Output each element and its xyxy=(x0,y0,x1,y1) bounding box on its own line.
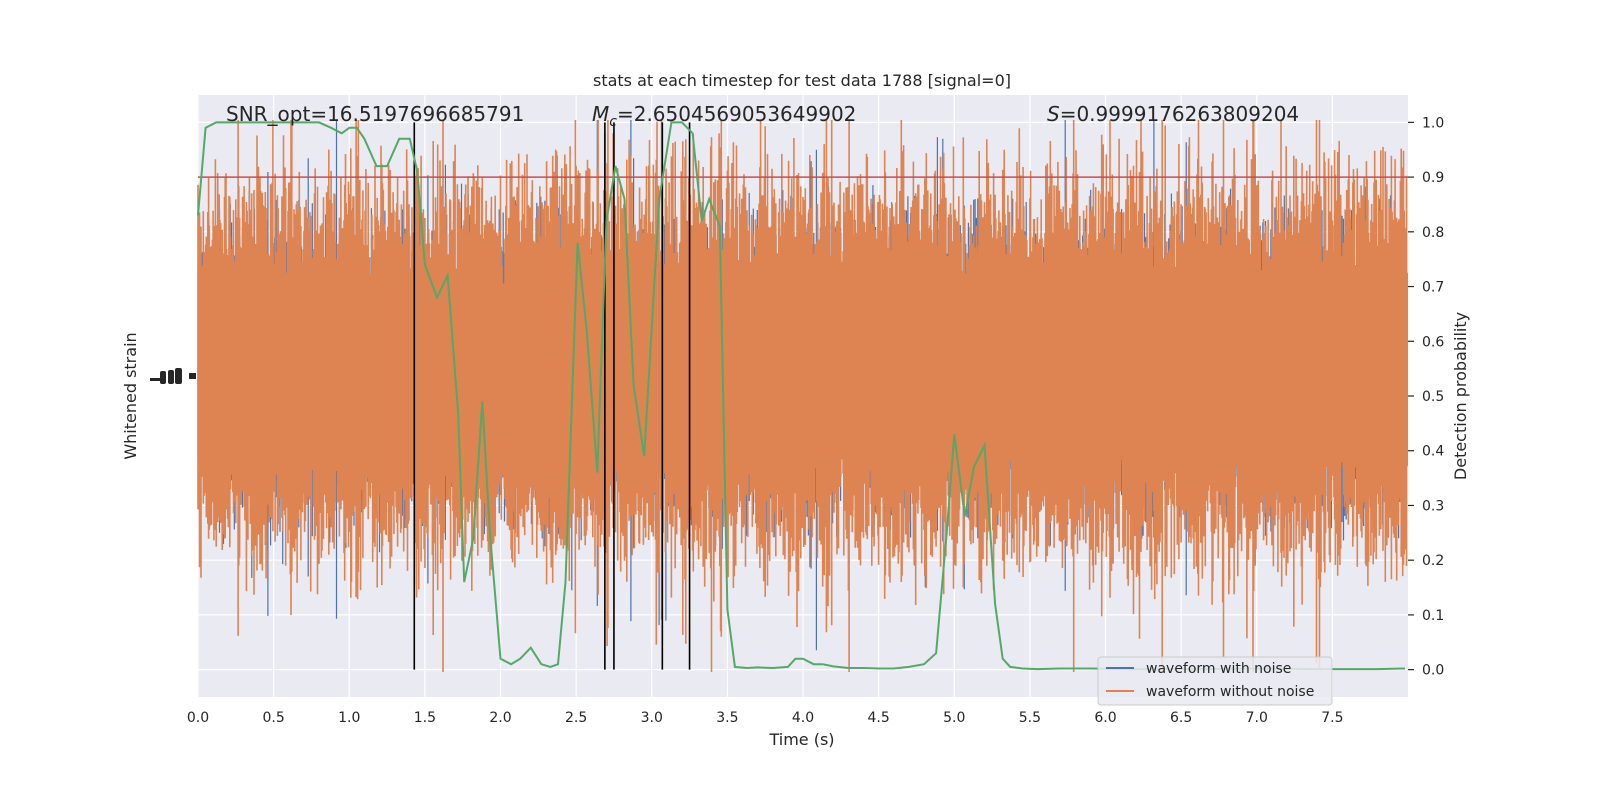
x-axis-label: Time (s) xyxy=(768,730,834,749)
y-tick-label-4: 0.4 xyxy=(1422,444,1444,460)
y-tick-label-9: 0.9 xyxy=(1422,170,1444,186)
chart-title: stats at each timestep for test data 178… xyxy=(593,71,1011,90)
x-tick-label-6: 3.0 xyxy=(641,710,663,726)
x-tick-label-0: 0.0 xyxy=(187,710,209,726)
y-tick-label-1: 0.1 xyxy=(1422,608,1444,624)
x-tick-label-8: 4.0 xyxy=(792,710,814,726)
legend-entry-without-noise: waveform without noise xyxy=(1146,684,1314,700)
y-tick-label-7: 0.7 xyxy=(1422,280,1444,296)
x-tick-label-3: 1.5 xyxy=(414,710,436,726)
strain-clean-core xyxy=(198,283,1408,459)
x-tick-label-9: 4.5 xyxy=(867,710,889,726)
annotation-chirp-mass: Mc=2.6504569053649902 xyxy=(592,102,856,130)
y-axis-right-ticks: 0.0 0.1 0.2 0.3 0.4 0.5 0.6 0.7 0.8 0.9 1.0 xyxy=(1408,115,1444,679)
x-tick-label-13: 6.5 xyxy=(1170,710,1192,726)
y-tick-label-0: 0.0 xyxy=(1422,663,1444,679)
detection-probability-line xyxy=(197,121,1406,671)
x-tick-label-14: 7.0 xyxy=(1246,710,1268,726)
x-tick-label-11: 5.5 xyxy=(1019,710,1041,726)
y-tick-label-3: 0.3 xyxy=(1422,498,1444,514)
y-axis-right-label: Detection probability xyxy=(1451,312,1470,480)
x-tick-label-15: 7.5 xyxy=(1321,710,1343,726)
strain-waveform-without-noise xyxy=(197,120,1408,672)
x-tick-label-5: 2.5 xyxy=(565,710,587,726)
x-tick-label-2: 1.0 xyxy=(338,710,360,726)
y-tick-label-5: 0.5 xyxy=(1422,389,1444,405)
vertical-marker-lines xyxy=(413,122,691,670)
legend: waveform with noise waveform without noi… xyxy=(1097,656,1333,706)
y-tick-label-2: 0.2 xyxy=(1422,553,1444,569)
x-tick-label-1: 0.5 xyxy=(262,710,284,726)
annotation-snr: SNR_opt=16.5197696685791 xyxy=(226,102,524,126)
annotation-score: S=0.9999176263809204 xyxy=(1047,102,1299,126)
x-tick-label-10: 5.0 xyxy=(943,710,965,726)
x-tick-label-4: 2.0 xyxy=(489,710,511,726)
x-tick-label-7: 3.5 xyxy=(716,710,738,726)
y-axis-left-label: Whitened strain xyxy=(121,332,140,459)
y-tick-label-10: 1.0 xyxy=(1422,115,1444,131)
x-axis-ticks: 0.0 0.5 1.0 1.5 2.0 2.5 3.0 3.5 4.0 4.5 5.0 5.5 6.0 6… xyxy=(187,710,1344,726)
left-axis-collapsed-ticks xyxy=(150,368,196,384)
y-tick-label-6: 0.6 xyxy=(1422,334,1444,350)
x-tick-label-12: 6.0 xyxy=(1094,710,1116,726)
legend-entry-with-noise: waveform with noise xyxy=(1146,661,1291,677)
y-tick-label-8: 0.8 xyxy=(1422,225,1444,241)
